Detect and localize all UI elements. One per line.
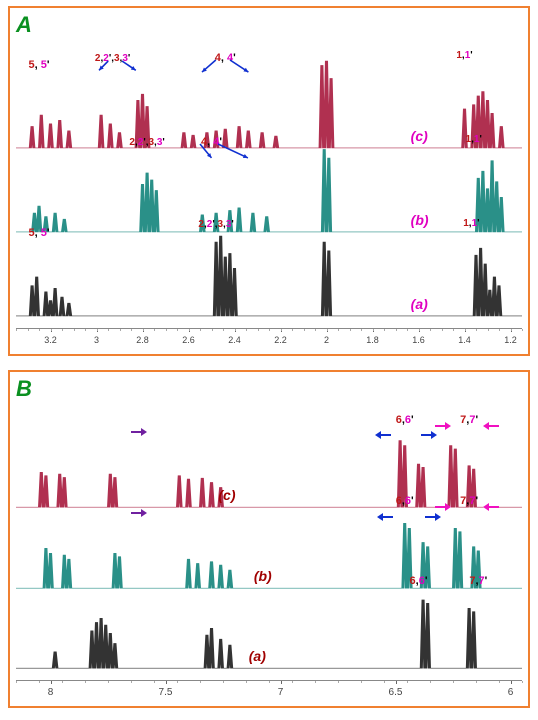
spectrum-label-a: (a): [249, 648, 266, 664]
spectrum-label-a: (a): [411, 296, 428, 312]
axis-tick: [511, 681, 512, 684]
direction-arrow: [129, 424, 147, 434]
axis-a: 3.2 3 2.8 2.6 2.4 2.2 2 1.8 1.6 1.4 1.2: [16, 328, 522, 350]
spectrum-label-b: (b): [411, 212, 429, 228]
direction-arrow: [129, 505, 147, 515]
spectrum-b: [16, 141, 522, 234]
axis-label: 8: [48, 687, 54, 698]
direction-arrow: [433, 418, 451, 428]
peak-annotation: 6,6': [396, 414, 414, 426]
spectrum-c: [16, 57, 522, 150]
axis-label: 3.2: [44, 335, 57, 345]
axis-label: 2.2: [274, 335, 287, 345]
axis-label: 6.5: [389, 687, 403, 698]
axis-label: 1.6: [412, 335, 425, 345]
spectrum-a: [16, 225, 522, 318]
panel-a: A (a)(b)(c)5, 5'2,2',3,3'4, 4'1,1'2,2',3…: [8, 6, 530, 356]
peak-annotation: 1,1': [463, 218, 479, 229]
axis-label: 3: [94, 335, 99, 345]
peak-annotation: 6,6': [410, 575, 428, 587]
peak-annotation: 7,7': [460, 495, 478, 507]
axis-label: 6: [508, 687, 514, 698]
annotation-arrow: [214, 140, 252, 162]
annotation-arrow: [198, 56, 220, 76]
direction-arrow: [483, 499, 501, 509]
axis-label: 2.4: [228, 335, 241, 345]
peak-annotation: 7,7': [460, 414, 478, 426]
axis-label: 1.4: [458, 335, 471, 345]
axis-tick: [281, 681, 282, 684]
direction-arrow: [377, 509, 395, 519]
panel-b: B (a)(b)(c)6,6'7,7'6,6'7,7'6,6'7,7' 87.5…: [8, 370, 530, 708]
spectrum-label-c: (c): [218, 487, 235, 503]
spectrum-label-b: (b): [254, 568, 272, 584]
axis-label: 1.8: [366, 335, 379, 345]
axis-tick: [51, 681, 52, 684]
annotation-arrow: [196, 140, 216, 162]
peak-annotation: 1,1': [466, 134, 482, 145]
axis-label: 1.2: [504, 335, 517, 345]
spectrum-a: [16, 581, 522, 670]
axis-label: 2.6: [182, 335, 195, 345]
direction-arrow: [483, 418, 501, 428]
axis-tick: [396, 681, 397, 684]
axis-label: 7: [278, 687, 284, 698]
peak-annotation: 2,2',3,3': [198, 219, 233, 230]
spectrum-label-c: (c): [411, 128, 428, 144]
peak-annotation: 1,1': [456, 50, 472, 61]
peak-annotation: 7,7': [469, 575, 487, 587]
annotation-arrow: [118, 57, 140, 74]
peak-annotation: 5, 5': [29, 59, 50, 71]
annotation-arrow: [95, 57, 112, 74]
axis-label: 2: [324, 335, 329, 345]
axis-label: 2.8: [136, 335, 149, 345]
axis-b: 8 7.5 7 6.5 6: [16, 680, 522, 702]
spectrum-area-b: (a) (b) (c) 6,6' 7,7' 6,6' 7,7' 6,6' 7,7': [16, 398, 522, 676]
direction-arrow: [433, 499, 451, 509]
axis-label: 7.5: [159, 687, 173, 698]
peak-annotation: 6,6': [396, 495, 414, 507]
annotation-arrow: [226, 56, 252, 76]
direction-arrow: [375, 427, 393, 437]
spectrum-area-a: (a)(b)(c)5, 5'2,2',3,3'4, 4'1,1'2,2',3,3…: [16, 34, 522, 324]
peak-annotation: 5, 5': [29, 227, 50, 239]
axis-tick: [166, 681, 167, 684]
peak-annotation: 2,2',3,3': [129, 137, 164, 148]
spectrum-c: [16, 420, 522, 509]
